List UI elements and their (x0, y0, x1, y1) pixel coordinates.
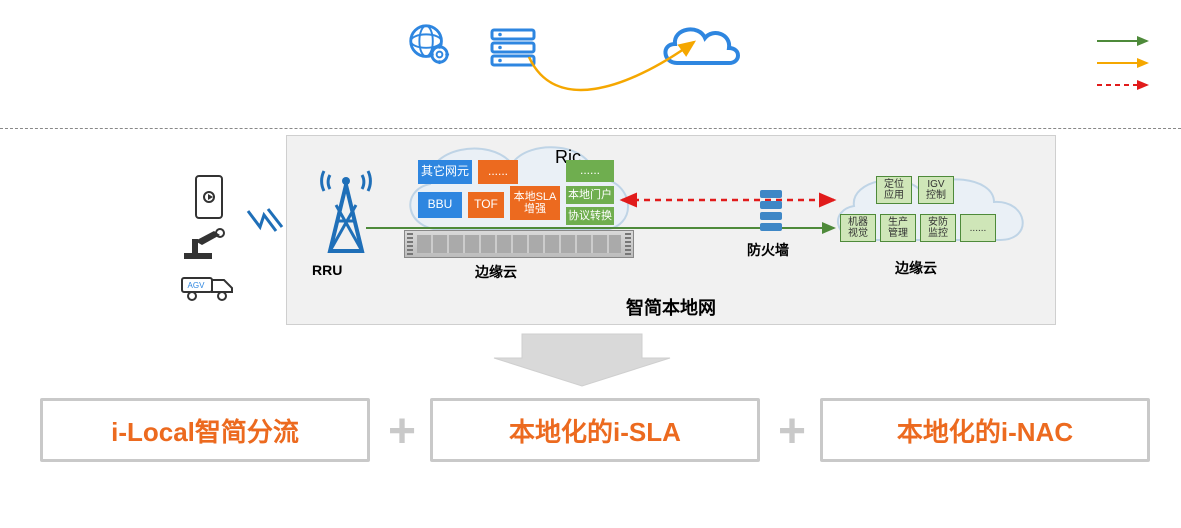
agv-text: AGV (188, 281, 206, 290)
box-local-portal: 本地门户 (566, 186, 614, 204)
legend-arrow-green (1095, 30, 1163, 52)
big-down-arrow (492, 330, 672, 388)
edge-cloud-1-label: 边缘云 (475, 262, 517, 282)
box-local-sla: 本地SLA 增强 (510, 186, 560, 220)
firewall-icon (760, 190, 782, 234)
rru-label: RRU (312, 262, 342, 278)
firewall-label: 防火墙 (747, 240, 789, 260)
legend (1095, 30, 1163, 96)
robot-arm-icon (180, 225, 230, 261)
box-tof: TOF (468, 192, 504, 218)
bottom-box-3: 本地化的i-NAC (820, 398, 1150, 462)
box-security-mon: 安防 监控 (920, 214, 956, 242)
box-location-app: 定位 应用 (876, 176, 912, 204)
bottom-box-1: i-Local智简分流 (40, 398, 370, 462)
legend-arrow-yellow (1095, 52, 1163, 74)
edge-cloud-2-label: 边缘云 (895, 258, 937, 278)
box-dots-1: ...... (478, 160, 518, 184)
box-dots-2: ...... (566, 160, 614, 182)
mainbox-title: 智简本地网 (287, 294, 1055, 320)
box-prod-mgmt: 生产 管理 (880, 214, 916, 242)
plus-1: + (388, 404, 416, 459)
box-igv-ctrl: IGV 控制 (918, 176, 954, 204)
box-other-ne: 其它网元 (418, 160, 472, 184)
globe-gear-icon (405, 20, 451, 66)
rru-tower-icon (316, 165, 376, 255)
phone-icon (195, 175, 223, 219)
bottom-box-2: 本地化的i-SLA (430, 398, 760, 462)
legend-arrow-red (1095, 74, 1163, 96)
box-machine-vision: 机器 视觉 (840, 214, 876, 242)
box-dots-3: ...... (960, 214, 996, 242)
plus-2: + (778, 404, 806, 459)
agv-truck-icon: AGV (180, 272, 236, 302)
box-bbu: BBU (418, 192, 462, 218)
wireless-zigzag-icon (246, 205, 286, 235)
red-dashed-arrow (618, 192, 838, 208)
